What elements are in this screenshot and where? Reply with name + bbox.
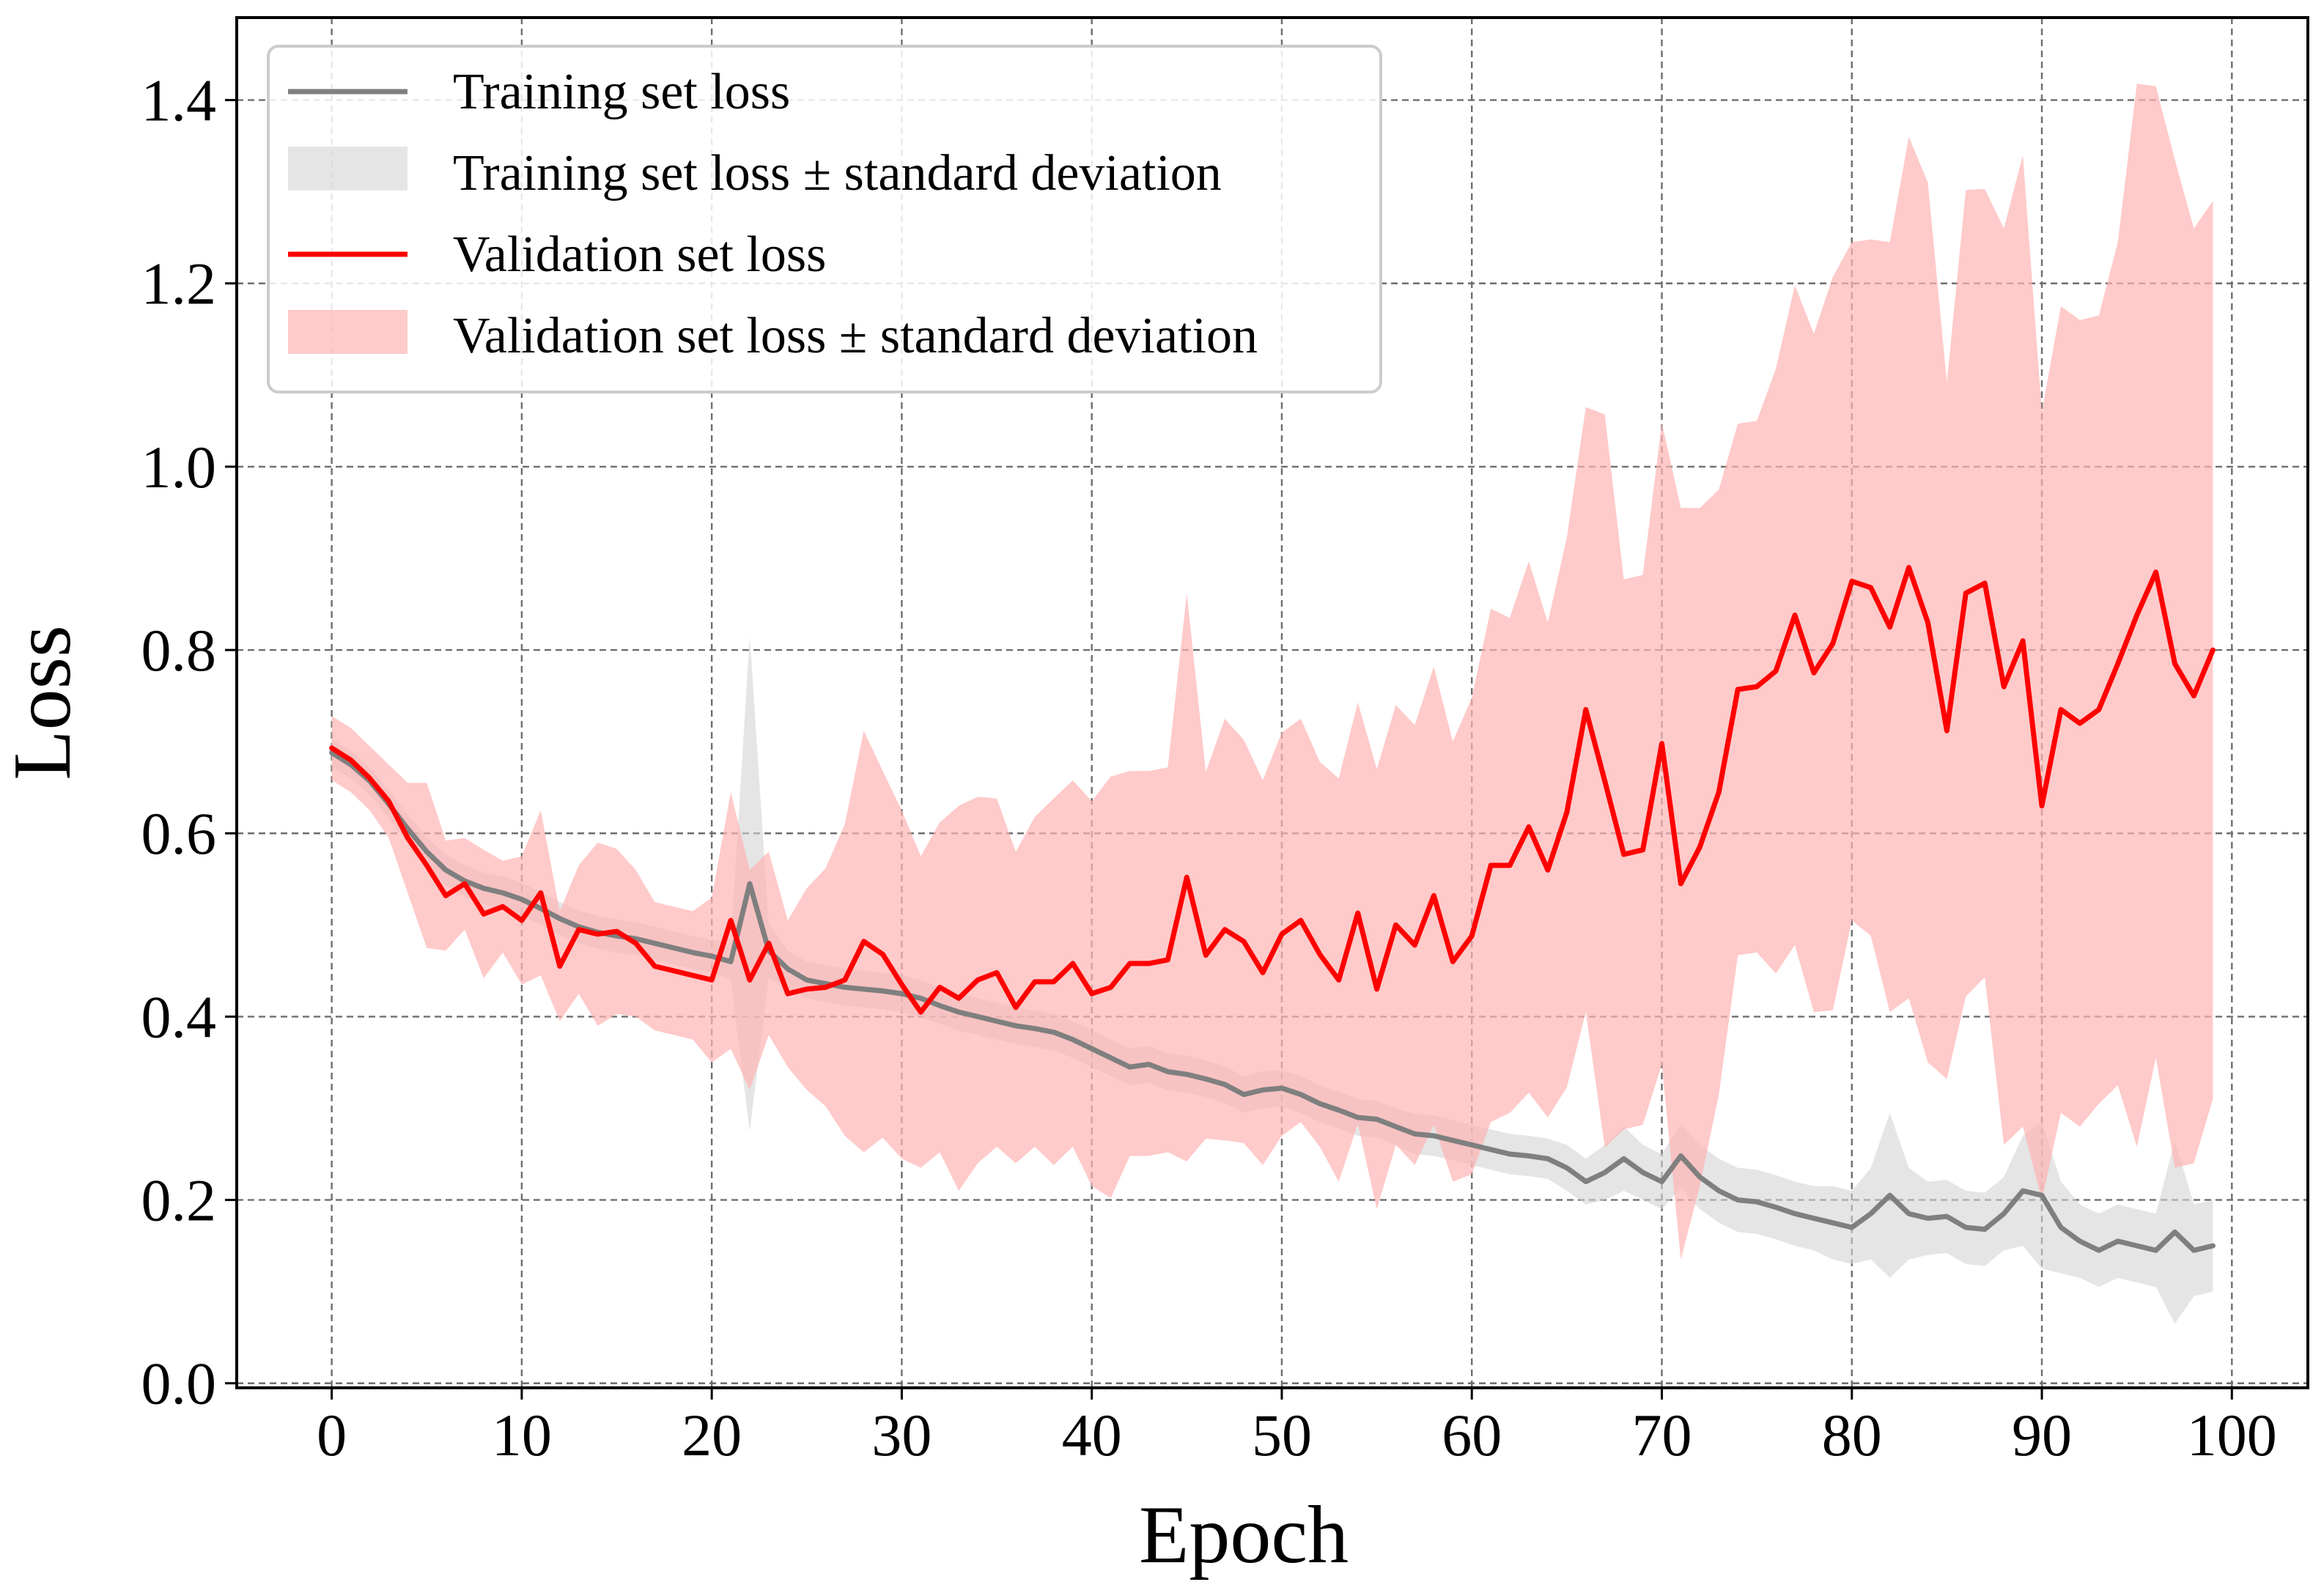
- y-tick-label: 0.8: [141, 617, 217, 684]
- plot-frame: [235, 16, 2309, 1389]
- loss-lines: [329, 565, 2216, 1253]
- x-tick-label: 90: [2012, 1402, 2072, 1468]
- y-tick-label: 0.4: [141, 983, 217, 1050]
- y-tick-label: 1.2: [141, 251, 217, 317]
- y-tick-label: 0.6: [141, 800, 217, 867]
- x-tick-label: 20: [682, 1402, 742, 1468]
- validation-std-band: [331, 84, 2213, 1260]
- legend-train-label: Training set loss: [453, 64, 790, 120]
- legend-train-band-label: Training set loss ± standard deviation: [453, 145, 1222, 202]
- training-loss-line: [329, 750, 2216, 1253]
- y-axis-label: Loss: [0, 625, 88, 780]
- y-tick-label: 0.0: [141, 1350, 217, 1417]
- validation-loss-line: [329, 565, 2216, 1015]
- legend-frame: [267, 45, 1382, 393]
- x-axis-label: Epoch: [1139, 1490, 1349, 1581]
- y-tick-label: 1.0: [141, 434, 217, 500]
- x-tick-label: 0: [317, 1402, 347, 1468]
- legend-val-band-label: Validation set loss ± standard deviation: [453, 308, 1258, 364]
- x-tick-label: 100: [2187, 1402, 2277, 1468]
- y-tick-label: 1.4: [141, 67, 217, 134]
- y-tick-label: 0.2: [141, 1167, 217, 1234]
- legend-val-label: Validation set loss: [453, 226, 826, 283]
- legend-val-band-swatch: [288, 310, 407, 354]
- x-tick-label: 80: [1822, 1402, 1882, 1468]
- x-tick-label: 30: [871, 1402, 932, 1468]
- x-tick-label: 70: [1631, 1402, 1692, 1468]
- legend-train-band-swatch: [288, 147, 407, 191]
- x-tick-label: 60: [1442, 1402, 1502, 1468]
- legend: Training set loss Training set loss ± st…: [267, 45, 1382, 393]
- std-bands: [331, 84, 2213, 1324]
- axis-ticks: 0 10 20 30 40 50 60 70 80 90 100 0.0 0.2 0.4 0.6 0.8 1.0…: [141, 67, 2277, 1468]
- x-tick-label: 10: [492, 1402, 552, 1468]
- x-tick-label: 50: [1252, 1402, 1312, 1468]
- x-tick-label: 40: [1062, 1402, 1122, 1468]
